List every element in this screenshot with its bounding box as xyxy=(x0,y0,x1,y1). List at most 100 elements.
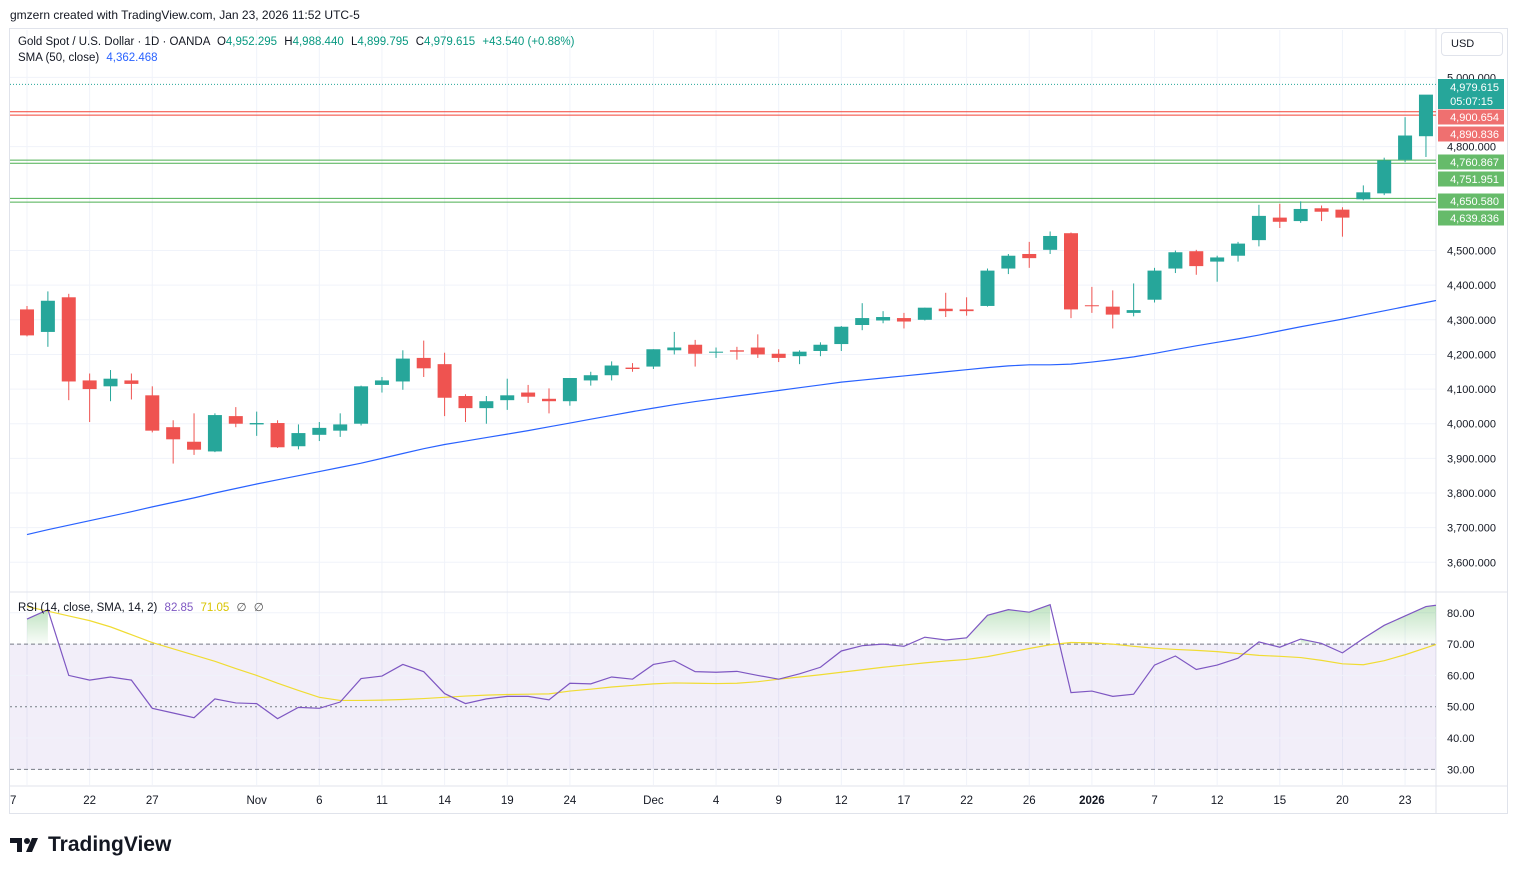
candle-body[interactable] xyxy=(1022,253,1037,259)
candle-body[interactable] xyxy=(1231,243,1246,256)
candle-body[interactable] xyxy=(1398,135,1413,160)
rsi-overbought-fill xyxy=(27,609,48,645)
candle-body[interactable] xyxy=(458,396,473,409)
rsi-label[interactable]: RSI (14, close, SMA, 14, 2) xyxy=(18,602,158,614)
candle-body[interactable] xyxy=(1251,215,1266,241)
rsi-tick-label: 30.00 xyxy=(1447,764,1475,776)
candle-body[interactable] xyxy=(166,427,181,440)
support-price-tag-bg xyxy=(1438,154,1504,170)
candle-body[interactable] xyxy=(291,433,306,447)
candle-body[interactable] xyxy=(145,395,160,431)
candle-body[interactable] xyxy=(20,309,34,336)
candle-body[interactable] xyxy=(604,365,619,376)
currency-selector[interactable]: USD xyxy=(1441,32,1503,56)
candle-body[interactable] xyxy=(1314,208,1329,212)
candle-body[interactable] xyxy=(834,326,849,345)
candle-body[interactable] xyxy=(82,380,97,390)
candle-body[interactable] xyxy=(938,308,953,312)
rsi-na-1: ∅ xyxy=(236,602,247,614)
support-price-tag-bg xyxy=(1438,171,1504,187)
candle-body[interactable] xyxy=(1189,251,1204,267)
candle-body[interactable] xyxy=(61,297,76,382)
candle-body[interactable] xyxy=(103,378,118,387)
candle-body[interactable] xyxy=(207,415,222,452)
close-value: 4,979.615 xyxy=(424,36,476,48)
candle-body[interactable] xyxy=(479,401,494,409)
candle-body[interactable] xyxy=(1043,235,1058,250)
time-tick-label: 2026 xyxy=(1079,795,1105,807)
support-price-tag: 4,639.836 xyxy=(1450,213,1499,225)
time-tick-label: 26 xyxy=(1023,795,1036,807)
candle-body[interactable] xyxy=(813,344,828,351)
candle-body[interactable] xyxy=(1293,208,1308,222)
time-tick-label: Dec xyxy=(643,795,664,807)
candle-body[interactable] xyxy=(855,318,870,325)
time-tick-label: 4 xyxy=(713,795,720,807)
candle-body[interactable] xyxy=(896,318,911,322)
sma-label[interactable]: SMA (50, close) xyxy=(18,52,100,64)
rsi-legend: RSI (14, close, SMA, 14, 2) 82.85 71.05 … xyxy=(18,600,264,614)
candle-body[interactable] xyxy=(312,427,327,435)
candle-body[interactable] xyxy=(709,351,724,353)
last-price-tag-bg xyxy=(1438,79,1504,109)
candle-body[interactable] xyxy=(876,317,891,321)
rsi-sma-line[interactable] xyxy=(26,605,1447,702)
candle-body[interactable] xyxy=(395,358,410,382)
candle-body[interactable] xyxy=(270,423,285,448)
candle-body[interactable] xyxy=(646,349,661,367)
candle-body[interactable] xyxy=(729,350,744,352)
candle-body[interactable] xyxy=(1356,192,1371,200)
candle-body[interactable] xyxy=(667,347,682,351)
candle-body[interactable] xyxy=(333,424,348,431)
candle-body[interactable] xyxy=(124,380,139,384)
candle-body[interactable] xyxy=(1210,257,1225,262)
candle-body[interactable] xyxy=(500,395,515,401)
sma-line[interactable] xyxy=(26,298,1447,536)
candle-body[interactable] xyxy=(750,347,765,355)
candle-body[interactable] xyxy=(354,386,369,424)
candle-body[interactable] xyxy=(1418,94,1433,137)
candle-body[interactable] xyxy=(917,307,932,320)
candle-body[interactable] xyxy=(583,375,598,381)
candle-body[interactable] xyxy=(688,344,703,354)
candle-body[interactable] xyxy=(562,378,577,402)
candle-body[interactable] xyxy=(1001,255,1016,269)
candle-body[interactable] xyxy=(249,423,264,425)
candle-body[interactable] xyxy=(40,300,55,332)
candle-body[interactable] xyxy=(1272,217,1287,222)
candle-body[interactable] xyxy=(1084,305,1099,307)
rsi-na-2: ∅ xyxy=(253,602,264,614)
candle-body[interactable] xyxy=(1064,233,1078,310)
candle-body[interactable] xyxy=(1147,270,1162,300)
symbol-title[interactable]: Gold Spot / U.S. Dollar · 1D · OANDA xyxy=(18,36,210,48)
candle-body[interactable] xyxy=(228,416,243,424)
candle-body[interactable] xyxy=(542,398,556,402)
change-value: +43.540 (+0.88%) xyxy=(482,36,575,48)
price-tick-label: 3,900.000 xyxy=(1447,453,1496,465)
candle-body[interactable] xyxy=(1335,209,1350,218)
time-tick-label: 12 xyxy=(835,795,848,807)
price-tick-label: 3,600.000 xyxy=(1447,557,1496,569)
rsi-tick-label: 70.00 xyxy=(1447,639,1475,651)
candle-body[interactable] xyxy=(416,357,431,369)
candle-body[interactable] xyxy=(1377,160,1392,194)
candle-body[interactable] xyxy=(1126,310,1141,313)
candle-body[interactable] xyxy=(980,270,995,306)
rsi-value: 82.85 xyxy=(164,602,194,614)
candle-body[interactable] xyxy=(437,364,452,398)
resistance-price-tag: 4,900.654 xyxy=(1450,112,1499,124)
candle-body[interactable] xyxy=(625,367,640,369)
high-label: H xyxy=(284,36,293,48)
candle-body[interactable] xyxy=(521,392,536,397)
candle-body[interactable] xyxy=(792,351,807,357)
candle-body[interactable] xyxy=(1168,252,1183,269)
rsi-line[interactable] xyxy=(26,603,1447,720)
candle-body[interactable] xyxy=(1105,306,1120,315)
candle-body[interactable] xyxy=(771,353,786,358)
candle-body[interactable] xyxy=(187,441,202,450)
candle-body[interactable] xyxy=(959,309,974,312)
rsi-tick-label: 80.00 xyxy=(1447,608,1475,620)
candle-body[interactable] xyxy=(374,380,389,385)
support-price-tag-bg xyxy=(1438,210,1504,226)
